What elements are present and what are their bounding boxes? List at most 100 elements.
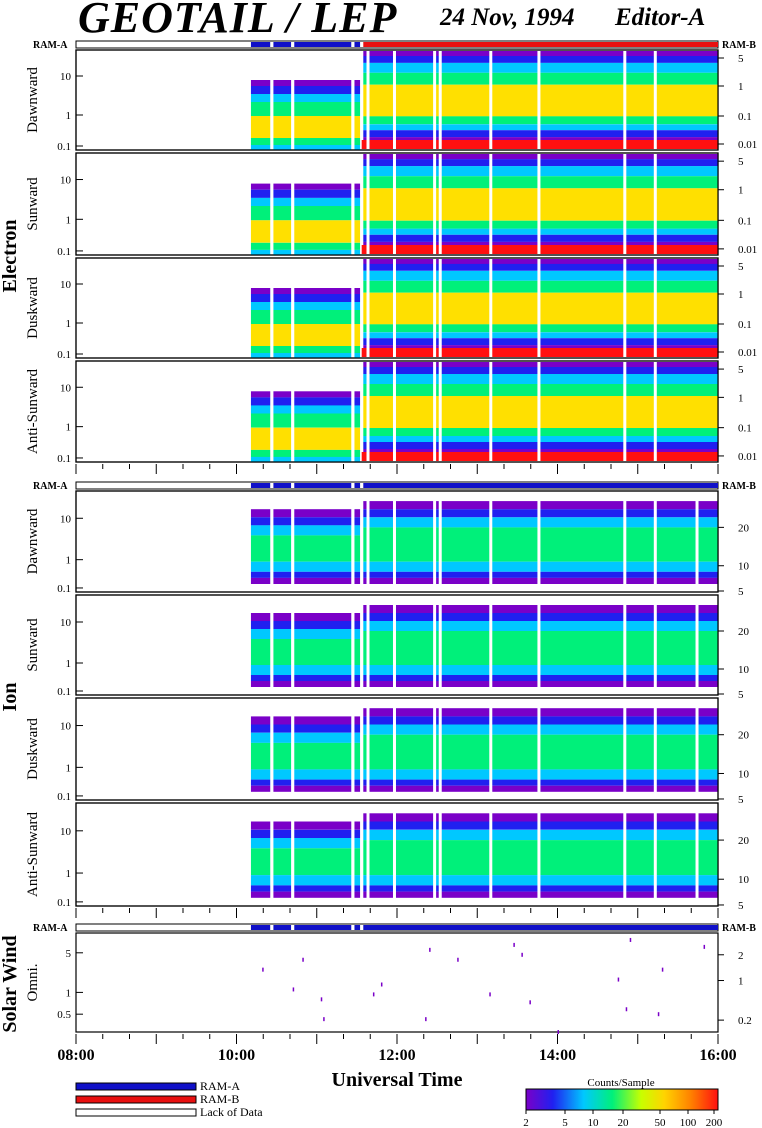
electron-band	[363, 259, 718, 264]
electron-early-band	[294, 391, 352, 398]
electron-early-band	[354, 324, 361, 346]
electron-early-band	[354, 449, 361, 457]
electron-band	[363, 442, 718, 449]
data-gap	[438, 492, 442, 591]
electron-early-band	[294, 310, 352, 324]
ram-b-segment	[363, 42, 718, 47]
data-gap	[438, 699, 442, 799]
colorbar-tick-label: 10	[588, 1117, 600, 1128]
electron-early-band	[250, 294, 271, 302]
data-gap	[366, 596, 370, 694]
ion-band	[363, 613, 718, 621]
ion-early-band	[273, 525, 292, 536]
ion-early-band	[273, 875, 292, 886]
electron-early-band	[250, 391, 271, 398]
electron-early-band	[294, 116, 352, 138]
ion-early-band	[294, 525, 352, 536]
electron-early-band	[354, 220, 361, 243]
data-gap	[433, 362, 437, 461]
ion-early-band	[273, 639, 292, 665]
data-gap	[653, 259, 657, 357]
ion-early-band	[250, 535, 271, 562]
ion-early-band	[354, 621, 361, 629]
data-gap	[653, 699, 657, 799]
panel-border	[75, 697, 719, 801]
left-tick-label: 1	[66, 987, 72, 999]
ion-early-band	[273, 535, 292, 562]
left-tick-label: 1	[66, 868, 72, 880]
electron-early-band	[250, 220, 271, 243]
electron-early-band	[273, 80, 292, 86]
electron-early-band	[250, 145, 271, 150]
electron-early-band	[273, 242, 292, 250]
left-tick-label: 1	[66, 762, 72, 774]
ion-early-band	[294, 517, 352, 526]
electron-early-band	[294, 413, 352, 428]
electron-early-band	[273, 197, 292, 207]
electron-early-band	[250, 80, 271, 86]
ion-early-band	[250, 785, 271, 792]
electron-band	[363, 137, 718, 143]
electron-early-band	[273, 456, 292, 462]
ion-early-band	[294, 571, 352, 578]
data-gap	[537, 804, 541, 905]
electron-early-band	[250, 302, 271, 310]
electron-early-band	[354, 138, 361, 145]
data-gap	[433, 699, 437, 799]
right-tick-label: 20	[738, 835, 750, 847]
electron-early-band	[354, 405, 361, 414]
electron-early-band	[273, 294, 292, 302]
solar-wind-point	[657, 1012, 660, 1017]
right-tick-label: 10	[738, 664, 750, 676]
electron-band	[363, 367, 718, 374]
right-tick-label: 1	[738, 185, 744, 197]
plot-date: 24 Nov, 1994	[440, 4, 575, 31]
data-gap	[438, 362, 442, 461]
data-gap	[623, 51, 627, 149]
ion-early-band	[273, 621, 292, 629]
electron-early-band	[354, 116, 361, 138]
ion-early-band	[250, 621, 271, 629]
electron-early-band	[273, 391, 292, 398]
ram-b-label: RAM-B	[722, 923, 756, 934]
data-gap	[623, 596, 627, 694]
solar-wind-point	[529, 1000, 531, 1005]
electron-early-band	[273, 94, 292, 102]
left-tick-label: 1	[66, 555, 72, 567]
ion-early-band	[354, 779, 361, 786]
ion-early-band	[294, 535, 352, 562]
panel-border	[75, 594, 719, 696]
right-tick-label: 0.1	[738, 319, 752, 331]
data-gap	[653, 804, 657, 905]
ion-early-band	[273, 577, 292, 584]
panel-label: Sunward	[25, 177, 41, 231]
ion-early-band	[273, 571, 292, 578]
ram-b-label: RAM-B	[722, 40, 756, 51]
ram-a-segment	[250, 483, 271, 488]
ion-early-band	[273, 732, 292, 743]
x-tick-label: 14:00	[539, 1047, 576, 1064]
ram-a-segment	[294, 925, 352, 930]
ion-early-band	[250, 732, 271, 743]
data-gap	[366, 492, 370, 591]
left-tick-label: 10	[60, 71, 72, 83]
electron-early-band	[294, 94, 352, 102]
data-gap	[392, 699, 396, 799]
electron-early-band	[273, 102, 292, 116]
ion-band	[363, 885, 718, 892]
ion-early-band	[273, 681, 292, 687]
data-gap	[392, 596, 396, 694]
data-gap	[392, 362, 396, 461]
electron-early-band	[273, 346, 292, 353]
ion-early-band	[250, 665, 271, 675]
electron-early-band	[354, 242, 361, 250]
data-gap	[366, 51, 370, 149]
right-tick-label: 0.01	[738, 451, 757, 463]
ion-early-band	[354, 732, 361, 743]
ion-early-band	[294, 681, 352, 687]
electron-band	[363, 130, 718, 138]
left-tick-label: 1	[66, 658, 72, 670]
solar-wind-point	[302, 957, 304, 962]
solar-wind-point	[703, 944, 706, 949]
